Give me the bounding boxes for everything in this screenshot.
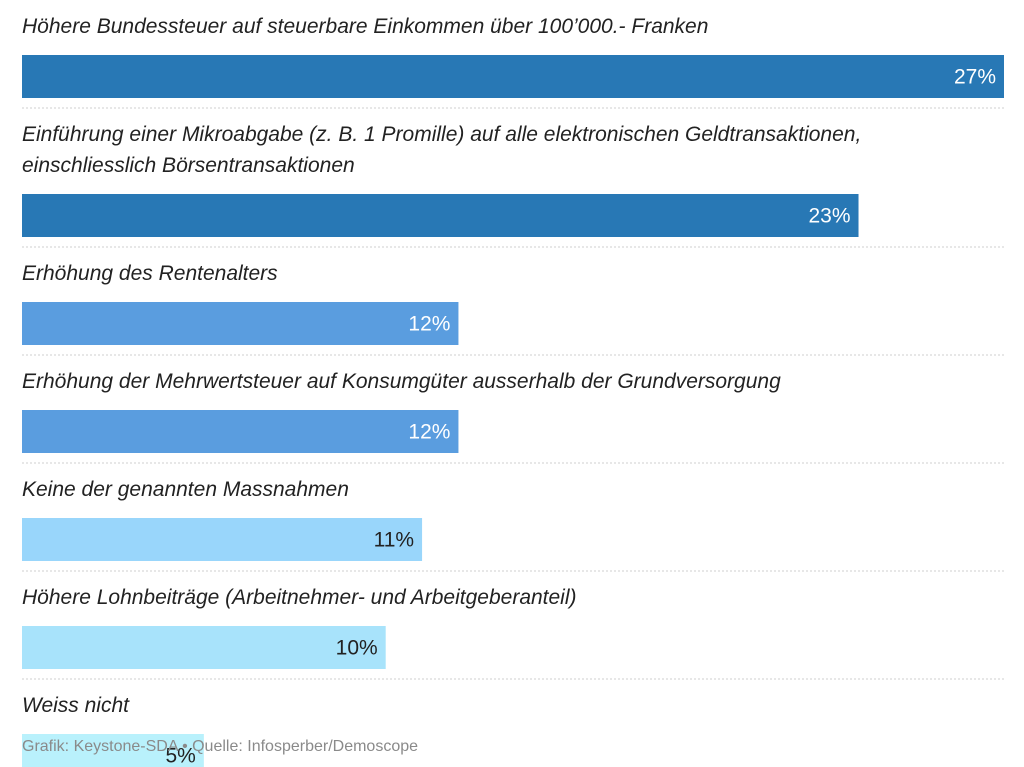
category-label: Erhöhung der Mehrwertsteuer auf Konsumgü… — [22, 370, 781, 393]
bar — [22, 55, 1004, 98]
value-label: 11% — [374, 529, 414, 552]
source-note: Grafik: Keystone-SDA • Quelle: Infosperb… — [22, 738, 419, 755]
bar — [22, 410, 459, 453]
value-label: 12% — [408, 313, 450, 336]
bar — [22, 518, 423, 561]
bar — [22, 734, 204, 767]
bar — [22, 302, 459, 345]
value-label: 10% — [336, 637, 378, 660]
value-label: 27% — [954, 66, 996, 89]
category-label: Keine der genannten Massnahmen — [22, 478, 349, 501]
category-label: Erhöhung des Rentenalters — [22, 262, 278, 285]
value-label: 5% — [165, 745, 195, 767]
category-label: Höhere Lohnbeiträge (Arbeitnehmer- und A… — [22, 586, 577, 609]
bar — [22, 194, 859, 237]
value-label: 23% — [808, 205, 850, 228]
value-label: 12% — [408, 421, 450, 444]
category-label: Weiss nicht — [22, 694, 130, 717]
bar — [22, 626, 386, 669]
category-label: einschliesslich Börsentransaktionen — [22, 154, 355, 177]
category-label: Einführung einer Mikroabgabe (z. B. 1 Pr… — [22, 123, 861, 146]
category-label: Höhere Bundessteuer auf steuerbare Einko… — [22, 15, 708, 38]
